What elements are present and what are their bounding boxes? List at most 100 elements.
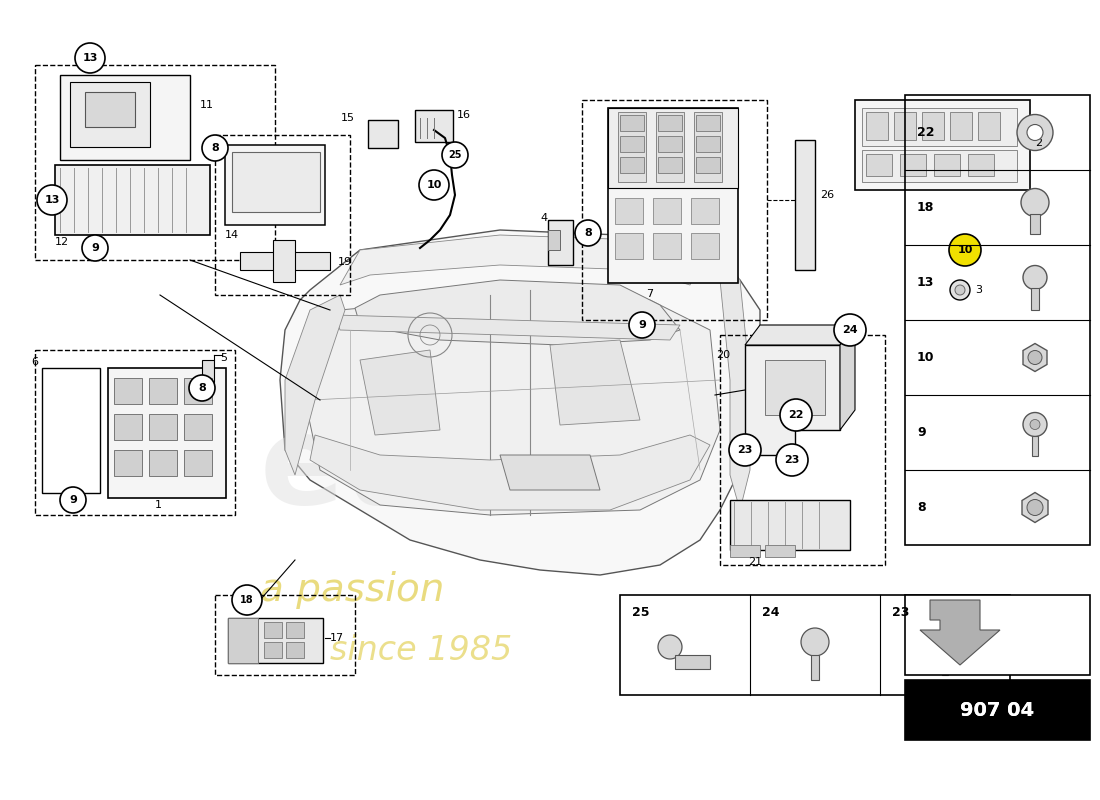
Bar (42, 368, 100, 493)
Text: 21: 21 (748, 557, 762, 567)
Text: 4: 4 (541, 213, 548, 223)
Text: 17: 17 (330, 633, 344, 643)
Bar (108, 368, 226, 498)
Bar (273, 240, 295, 282)
Text: 22: 22 (917, 126, 935, 139)
Bar (620, 136, 644, 152)
Text: 12: 12 (55, 237, 69, 247)
Polygon shape (336, 315, 680, 340)
Bar (548, 230, 560, 250)
Bar (905, 680, 1090, 740)
Bar (894, 112, 916, 140)
Bar (620, 115, 644, 131)
Polygon shape (310, 435, 710, 510)
Text: 16: 16 (456, 110, 471, 120)
Bar (548, 220, 573, 265)
Text: 24: 24 (843, 325, 858, 335)
Circle shape (776, 444, 808, 476)
Bar (934, 154, 960, 176)
Text: 8: 8 (198, 383, 206, 393)
Text: 23: 23 (892, 606, 910, 619)
Text: 10: 10 (917, 351, 935, 364)
Text: 13: 13 (82, 53, 98, 63)
Text: 25: 25 (449, 150, 462, 160)
Circle shape (189, 375, 214, 401)
Circle shape (232, 585, 262, 615)
Bar (691, 198, 719, 224)
Text: 25: 25 (632, 606, 649, 619)
Bar (184, 378, 212, 404)
Polygon shape (745, 345, 840, 455)
Circle shape (1027, 125, 1043, 141)
Text: 907 04: 907 04 (960, 701, 1034, 719)
Bar (608, 108, 738, 188)
Text: 22: 22 (789, 410, 804, 420)
Text: 23: 23 (784, 455, 800, 465)
Text: since 1985: since 1985 (330, 634, 513, 666)
Bar (615, 233, 644, 259)
Bar (148, 378, 177, 404)
Circle shape (202, 135, 228, 161)
Text: 10: 10 (957, 245, 972, 255)
Text: 26: 26 (820, 190, 834, 200)
Polygon shape (360, 350, 440, 435)
Text: 13: 13 (44, 195, 59, 205)
Bar (922, 112, 944, 140)
Circle shape (1030, 419, 1040, 430)
Circle shape (801, 628, 829, 656)
Polygon shape (550, 340, 640, 425)
Text: a passion: a passion (260, 571, 444, 609)
Bar (582, 100, 767, 320)
Bar (70, 82, 150, 147)
Bar (658, 136, 682, 152)
Text: 2: 2 (1035, 138, 1042, 148)
Bar (35, 350, 235, 515)
Bar (656, 112, 684, 182)
Bar (905, 95, 1090, 545)
Polygon shape (840, 325, 855, 430)
Bar (114, 414, 142, 440)
Circle shape (629, 312, 654, 338)
Text: 23: 23 (737, 445, 752, 455)
Bar (184, 414, 212, 440)
Circle shape (1027, 499, 1043, 515)
Bar (694, 112, 722, 182)
Bar (968, 154, 994, 176)
Bar (114, 450, 142, 476)
Polygon shape (355, 280, 680, 345)
Bar (855, 100, 1030, 190)
Bar (114, 378, 142, 404)
Bar (608, 108, 738, 283)
Bar (286, 642, 304, 658)
Bar (764, 360, 825, 415)
Text: 9: 9 (91, 243, 99, 253)
Text: 6: 6 (31, 357, 38, 367)
Bar (795, 140, 815, 270)
Bar (1030, 214, 1040, 234)
Text: 14: 14 (226, 230, 239, 240)
Bar (720, 335, 886, 565)
Bar (202, 360, 215, 382)
Bar (148, 450, 177, 476)
Circle shape (950, 280, 970, 300)
Polygon shape (500, 455, 600, 490)
Bar (675, 655, 710, 669)
Circle shape (82, 235, 108, 261)
Bar (730, 500, 850, 550)
Bar (658, 115, 682, 131)
Circle shape (60, 487, 86, 513)
Bar (866, 154, 892, 176)
Circle shape (1023, 266, 1047, 290)
Text: 24: 24 (762, 606, 780, 619)
Polygon shape (1022, 493, 1048, 522)
Text: 7: 7 (647, 289, 653, 299)
Bar (232, 152, 320, 212)
Circle shape (75, 43, 104, 73)
Bar (653, 198, 681, 224)
Bar (978, 112, 1000, 140)
Bar (148, 414, 177, 440)
Bar (658, 157, 682, 173)
Circle shape (955, 285, 965, 295)
Text: 20: 20 (716, 350, 730, 360)
Bar (214, 595, 355, 675)
